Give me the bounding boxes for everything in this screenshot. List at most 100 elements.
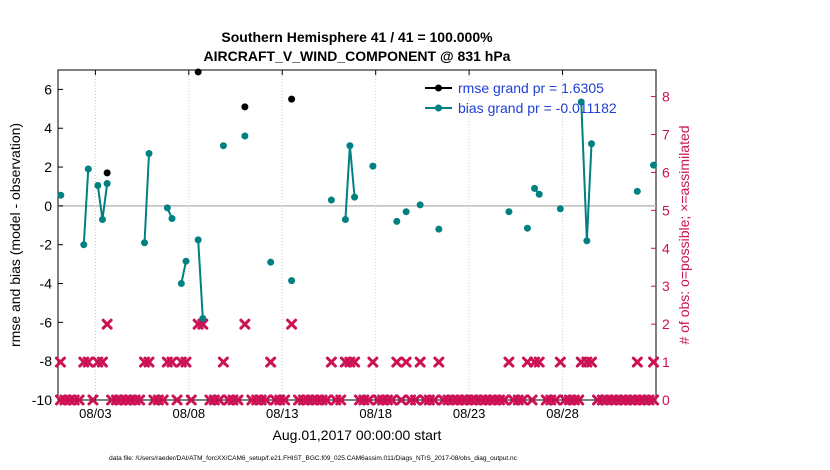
bias-point (199, 314, 207, 322)
bias-point (435, 225, 443, 233)
bias-point (556, 205, 564, 213)
bias-point (505, 208, 513, 216)
obs-count-marker (503, 356, 515, 368)
bias-point (182, 257, 190, 265)
y-left-tick-label: 0 (44, 198, 52, 214)
obs-count-marker (143, 356, 155, 368)
y-right-tick-label: 7 (662, 126, 670, 142)
obs-count-marker (286, 318, 298, 330)
legend: rmse grand pr = 1.6305 bias grand pr = -… (425, 80, 617, 116)
x-tick-label: 08/18 (359, 406, 392, 421)
bias-point (583, 237, 591, 245)
obs-count-marker (265, 356, 277, 368)
y-left-tick-label: 2 (44, 159, 52, 175)
obs-count-marker (101, 318, 113, 330)
legend-bias-marker (435, 104, 442, 112)
y-left-tick-label: -10 (32, 392, 52, 408)
rmse-point (241, 103, 249, 111)
obs-count-marker (166, 356, 178, 368)
bias-point (577, 98, 585, 106)
bias-point (588, 140, 596, 148)
bias-line-segment (580, 101, 593, 241)
obs-zero-marker (409, 394, 421, 406)
y-right-tick-label: 5 (662, 202, 670, 218)
obs-zero-marker (321, 394, 333, 406)
bias-point (103, 180, 111, 188)
x-axis-label: Aug.01,2017 00:00:00 start (273, 427, 442, 443)
obs-zero-marker (213, 394, 225, 406)
obs-zero-marker (395, 394, 407, 406)
bias-point (523, 224, 531, 232)
x-tick-label: 08/08 (173, 406, 206, 421)
obs-count-marker (648, 356, 660, 368)
obs-count-marker (54, 356, 66, 368)
rmse-point (194, 68, 202, 76)
bias-point (145, 149, 153, 157)
chart-title-line2: AIRCRAFT_V_WIND_COMPONENT @ 831 hPa (204, 48, 511, 64)
obs-zero-marker (134, 394, 146, 406)
y-left-axis-label: rmse and bias (model - observation) (7, 123, 23, 347)
bias-point (402, 208, 410, 216)
obs-count-marker (217, 356, 229, 368)
bias-line-segment (180, 261, 187, 284)
bias-point (650, 161, 658, 169)
legend-rmse-label: rmse grand pr = 1.6305 (458, 80, 604, 96)
x-tick-label: 08/03 (79, 406, 112, 421)
obs-zero-marker (335, 394, 347, 406)
obs-zero-marker (185, 394, 197, 406)
obs-count-marker (533, 356, 545, 368)
obs-count-marker (433, 356, 445, 368)
obs-zero-marker (87, 394, 99, 406)
obs-count-marker (325, 356, 337, 368)
y-right-tick-label: 0 (662, 392, 670, 408)
bias-point (141, 239, 149, 247)
y-left-tick-label: -2 (40, 237, 53, 253)
legend-rmse-marker (435, 84, 442, 92)
obs-zero-marker (573, 394, 585, 406)
obs-zero-marker (279, 394, 291, 406)
chart-title-line1: Southern Hemisphere 41 / 41 = 100.000% (221, 29, 493, 45)
obs-zero-marker (498, 394, 510, 406)
bias-point (346, 142, 354, 150)
obs-zero-marker (260, 394, 272, 406)
rmse-point (288, 95, 296, 103)
rmse-series (103, 68, 296, 177)
obs-zero-marker (386, 394, 398, 406)
x-tick-label: 08/13 (266, 406, 299, 421)
y-right-tick-label: 4 (662, 240, 670, 256)
bias-point (535, 190, 543, 198)
bias-point (633, 187, 641, 195)
obs-zero-marker (517, 394, 529, 406)
obs-count-marker (82, 356, 94, 368)
bias-point (267, 258, 275, 266)
obs-count-marker (180, 356, 192, 368)
bias-point (57, 191, 65, 199)
y-left-tick-label: 4 (44, 120, 52, 136)
x-gridlines (94, 70, 564, 400)
y-right-tick-label: 1 (662, 354, 670, 370)
y-right-tick-label: 2 (662, 316, 670, 332)
plot-area-frame (57, 69, 657, 401)
obs-zero-marker (648, 394, 660, 406)
obs-count-marker (391, 356, 403, 368)
bias-line-segment (197, 239, 204, 319)
legend-bias-label: bias grand pr = -0.011182 (458, 100, 617, 116)
y-right-tick-label: 6 (662, 164, 670, 180)
obs-zero-marker (73, 394, 85, 406)
bias-series (57, 98, 658, 322)
obs-count-marker (367, 356, 379, 368)
bias-line-segment (96, 183, 109, 220)
x-tick-label: 08/28 (546, 406, 579, 421)
obs-count-marker (96, 356, 108, 368)
obs-count-marker (349, 356, 361, 368)
rmse-point (103, 169, 111, 177)
data-file-footer: data file: /Users/raeder/DAI/ATM_forcXX/… (109, 455, 518, 462)
y-right-axis-ticks: 0 1 2 3 4 5 6 7 8 (651, 89, 670, 408)
y-left-tick-label: -6 (40, 314, 53, 330)
x-axis-ticks: 08/03 08/08 08/13 08/18 08/23 08/28 (79, 70, 579, 421)
bias-point (163, 204, 171, 212)
bias-point (531, 184, 539, 192)
y-right-tick-label: 8 (662, 89, 670, 105)
obs-zero-marker (428, 394, 440, 406)
